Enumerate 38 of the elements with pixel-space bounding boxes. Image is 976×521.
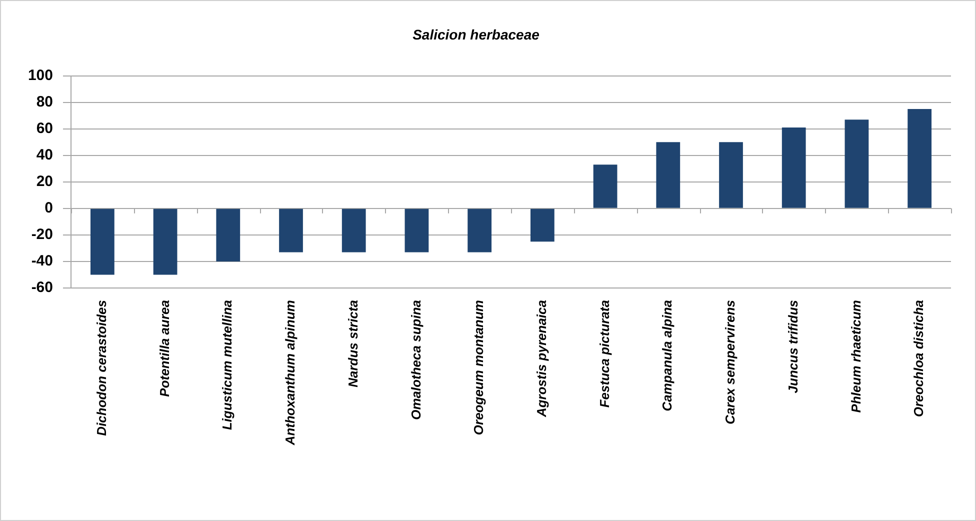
bar (844, 120, 869, 208)
y-tick-label: 60 (36, 120, 53, 137)
y-tick-label: 80 (36, 93, 53, 110)
y-tick-label: 100 (28, 66, 53, 84)
x-tick-label: Omalotheca supina (408, 300, 424, 420)
bar (656, 142, 680, 208)
x-tick-label: Nardus stricta (345, 300, 360, 388)
x-tick-label: Anthoxanthum alpinum (282, 300, 298, 446)
x-tick-label: Juncus trifidus (785, 300, 800, 394)
x-tick-label: Dichodon cerastoides (94, 300, 110, 436)
x-tick-label: Phleum rhaeticum (848, 300, 864, 413)
y-tick-label: -60 (31, 279, 53, 296)
y-tick-label: -40 (31, 252, 53, 270)
bar (530, 208, 554, 242)
x-tick-label: Agrostis pyrenaica (534, 300, 550, 418)
x-tick-label: Oreochloa disticha (911, 300, 926, 418)
chart-title: Salicion herbaceae (412, 26, 540, 42)
bar (468, 208, 492, 252)
y-tick-label: -20 (31, 226, 53, 244)
y-tick-label: 0 (44, 200, 53, 217)
x-tick-label: Ligusticum mutellina (220, 300, 235, 430)
bar (782, 128, 806, 208)
x-tick-label: Oreogeum montanum (471, 300, 486, 436)
bar (719, 142, 743, 208)
x-tick-label: Potentilla aurea (156, 300, 172, 397)
bar (90, 208, 114, 275)
x-tick-label: Festuca picturata (596, 300, 612, 408)
y-tick-label: 20 (36, 173, 53, 190)
bar (279, 208, 303, 252)
bar (908, 108, 932, 208)
bar (593, 164, 618, 208)
bar (216, 208, 240, 262)
bar (404, 208, 429, 252)
bar (342, 208, 366, 252)
x-tick-label: Campanula alpina (660, 300, 675, 412)
bar (153, 208, 178, 275)
x-tick-label: Carex sempervirens (722, 300, 738, 424)
y-tick-label: 40 (36, 146, 53, 164)
